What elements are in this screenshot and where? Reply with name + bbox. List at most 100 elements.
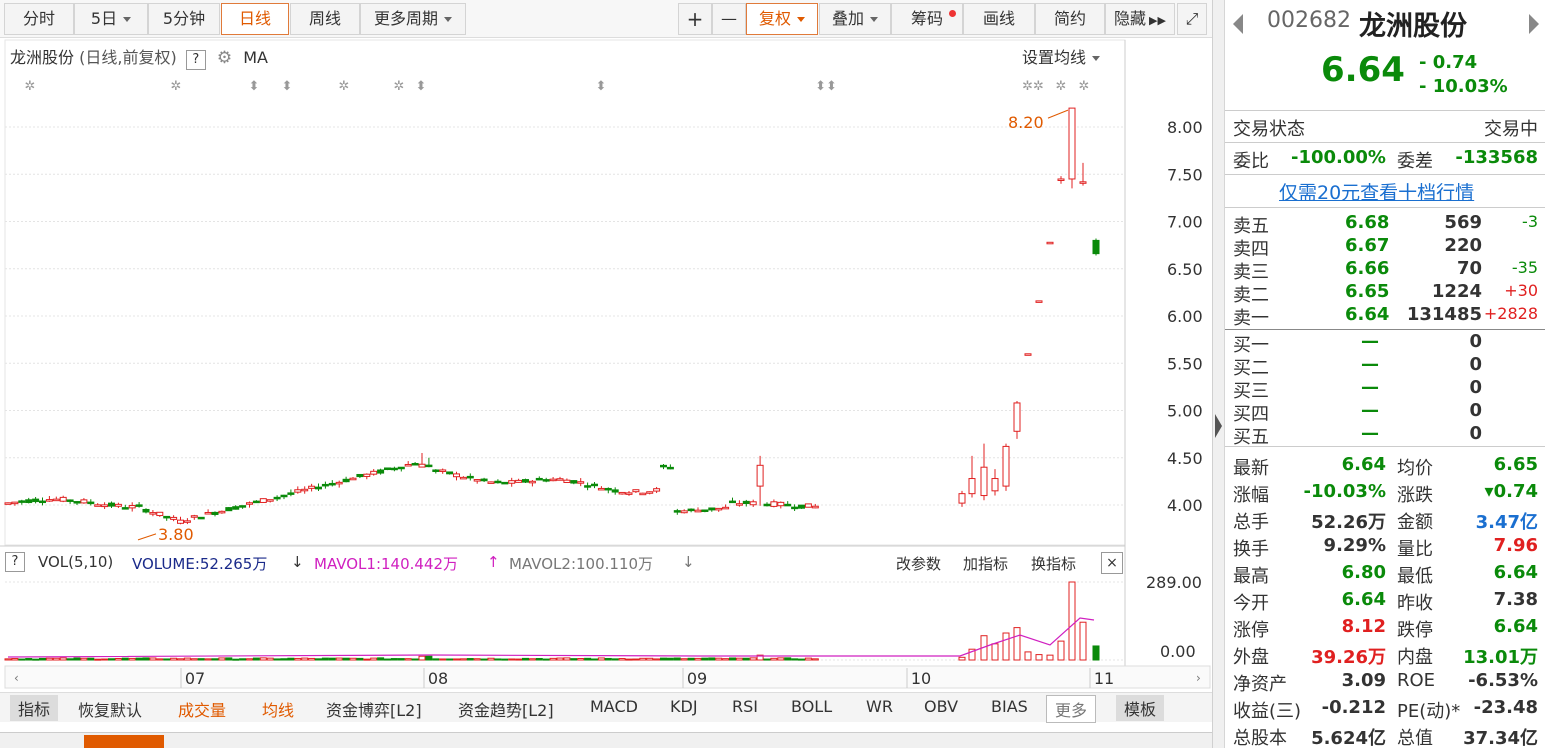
volume-bar — [522, 657, 529, 661]
fullscreen-icon[interactable]: ⤢ — [1177, 3, 1207, 35]
candle-body — [121, 507, 129, 510]
volume-bar — [563, 657, 571, 661]
tab-restore-default[interactable]: 恢复默认 — [78, 701, 143, 720]
candle-body — [632, 489, 640, 493]
ask-label: 卖五 — [1233, 216, 1269, 237]
volume-header: ? VOL(5,10) VOLUME:52.265万 ↓ MAVOL1:140.… — [0, 549, 1125, 577]
collapse-arrow-icon[interactable] — [1215, 414, 1222, 438]
volume-bar — [680, 658, 688, 661]
candle-body — [694, 509, 702, 513]
bid-volume: 0 — [1469, 423, 1482, 444]
ask-delta: -3 — [1522, 212, 1538, 231]
period-tab-weekly[interactable]: 周线 — [290, 3, 360, 35]
mavol1-line — [7, 617, 1095, 658]
volume-help-icon[interactable]: ? — [5, 552, 25, 572]
draw-line-button[interactable]: 画线 — [963, 3, 1035, 35]
period-tab-daily[interactable]: 日线 — [221, 3, 289, 35]
volume-bar — [411, 658, 419, 661]
candle-body — [1092, 239, 1100, 255]
candle-body — [1057, 178, 1065, 181]
help-icon[interactable]: ? — [185, 50, 206, 70]
tab-ma[interactable]: 均线 — [262, 701, 295, 720]
volume-bar — [446, 658, 454, 661]
panel-divider[interactable] — [1212, 0, 1224, 748]
chips-button[interactable]: 筹码 — [891, 3, 963, 35]
volume-bar — [694, 657, 702, 661]
volume-bar — [501, 658, 509, 661]
tab-boll[interactable]: BOLL — [791, 697, 833, 716]
period-tab-intraday[interactable]: 分时 — [4, 3, 74, 35]
tab-template[interactable]: 模板 — [1116, 695, 1165, 721]
candle-body — [446, 471, 454, 475]
volume-bar — [1057, 640, 1065, 661]
volume-bar — [459, 658, 467, 661]
restore-rights-button[interactable]: 复权 — [746, 3, 818, 35]
period-tab-5min[interactable]: 5分钟 — [148, 3, 220, 35]
bid-price: — — [1361, 423, 1379, 444]
candle-body — [1013, 402, 1021, 432]
stat-value: 6.64 — [1341, 454, 1386, 475]
tab-wr[interactable]: WR — [866, 697, 893, 716]
volume-bar — [625, 658, 633, 661]
tab-capital-game[interactable]: 资金博弈[L2] — [326, 701, 422, 720]
zoom-in-button[interactable]: + — [678, 3, 712, 35]
tab-capital-trend[interactable]: 资金趋势[L2] — [458, 701, 554, 720]
volume-bar — [294, 657, 302, 661]
chart-subtitle: (日线,前复权) — [79, 48, 177, 67]
high-price-label: 8.20 — [1008, 113, 1044, 132]
close-icon[interactable]: × — [1101, 552, 1123, 574]
candle-body — [142, 508, 150, 513]
candle-body — [639, 492, 647, 496]
modify-params-button[interactable]: 改参数 — [896, 555, 942, 573]
stat-label: 跌停 — [1397, 620, 1433, 641]
volume-bar — [301, 657, 309, 661]
candle-body — [156, 511, 164, 517]
volume-bar — [958, 656, 966, 661]
gear-icon[interactable]: ⚙ — [216, 48, 233, 68]
candle-body — [197, 516, 205, 520]
period-tab-more[interactable]: 更多周期 — [360, 3, 466, 35]
tab-more[interactable]: 更多 — [1046, 695, 1097, 723]
stat-value: 6.64 — [1341, 589, 1386, 610]
tab-macd[interactable]: MACD — [590, 697, 638, 716]
hide-button[interactable]: 隐藏 ▶▶ — [1105, 3, 1175, 35]
zoom-out-button[interactable]: — — [712, 3, 746, 35]
ask-price: 6.66 — [1345, 258, 1390, 279]
tab-bias[interactable]: BIAS — [991, 697, 1028, 716]
candle-body — [218, 510, 226, 514]
level2-promo-link[interactable]: 仅需20元查看十档行情 — [1279, 182, 1475, 204]
volume-bar — [742, 657, 750, 661]
event-marker-icon: ✲ — [171, 79, 182, 94]
candle-body — [301, 488, 309, 492]
chevron-down-icon — [444, 17, 452, 22]
set-ma-button[interactable]: 设置均线 — [1022, 44, 1101, 68]
add-indicator-button[interactable]: 加指标 — [963, 555, 1009, 573]
candle-body — [466, 475, 474, 479]
switch-indicator-button[interactable]: 换指标 — [1031, 555, 1077, 573]
quote-panel: 002682 龙洲股份 6.64 - 0.74 - 10.03% 交易状态 交易… — [1224, 0, 1545, 748]
candle-body — [225, 507, 233, 512]
tab-obv[interactable]: OBV — [924, 697, 959, 716]
stat-label: 金额 — [1397, 512, 1433, 533]
prev-stock-icon[interactable] — [1233, 14, 1243, 34]
tab-rsi[interactable]: RSI — [732, 697, 758, 716]
event-marker-icon: ✲ — [25, 79, 36, 94]
volume-bar — [542, 658, 550, 661]
simple-mode-button[interactable]: 简约 — [1035, 3, 1105, 35]
ma-label[interactable]: MA — [243, 48, 268, 67]
tab-volume[interactable]: 成交量 — [178, 701, 227, 720]
active-bottom-tab[interactable] — [84, 735, 164, 748]
event-marker-icon: ✲ — [394, 79, 405, 94]
overlay-button[interactable]: 叠加 — [819, 3, 891, 35]
volume-bar — [390, 658, 398, 661]
overlay-label: 叠加 — [831, 9, 864, 28]
volume-bar — [791, 658, 799, 661]
next-stock-icon[interactable] — [1529, 14, 1539, 34]
tab-kdj[interactable]: KDJ — [670, 697, 698, 716]
candle-body — [763, 503, 771, 507]
tab-indicator[interactable]: 指标 — [10, 695, 59, 721]
candle-body — [87, 501, 95, 505]
mavol1-value: MAVOL1:140.442万 — [314, 555, 459, 573]
period-tab-5day[interactable]: 5日 — [74, 3, 148, 35]
volume-bar — [1013, 627, 1021, 661]
